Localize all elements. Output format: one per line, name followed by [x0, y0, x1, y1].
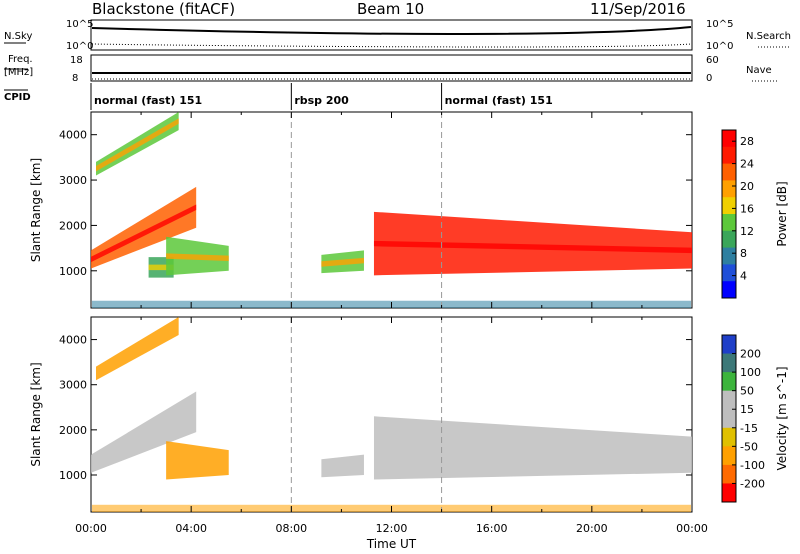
nsky-label: N.Sky — [4, 31, 32, 42]
freq-panel — [90, 54, 693, 82]
colorbar-swatch — [722, 264, 736, 282]
freq-tick-bottom: 8 — [72, 73, 78, 84]
velocity-colorbar: 200 100 50 15 -15 -50 -100 -200 Velocity [m s^-1… — [721, 334, 789, 503]
data-region-core — [321, 257, 364, 267]
cpid-segment-label: normal (fast) 151 — [445, 94, 553, 107]
nave-label: Nave — [746, 65, 772, 76]
colorbar-tick-label: 200 — [740, 348, 761, 361]
nsearch-label: N.Search — [746, 31, 791, 42]
data-region — [91, 391, 197, 473]
nsky-tick-bottom: 10^0 — [66, 41, 93, 52]
colorbar-tick-label: 20 — [740, 180, 754, 193]
data-region — [96, 317, 179, 381]
y-tick-label: 1000 — [59, 265, 87, 278]
colorbar-swatch — [722, 446, 736, 466]
cpid-segment-label: rbsp 200 — [294, 94, 349, 107]
y-tick-label: 4000 — [59, 129, 87, 142]
colorbar-swatch — [722, 130, 736, 148]
nsearch-tick-bottom: 10^0 — [706, 41, 733, 52]
colorbar-label: Power [dB] — [775, 181, 789, 246]
data-region — [166, 441, 229, 480]
freq-tick-top: 18 — [70, 55, 83, 66]
colorbar-tick-label: -200 — [740, 477, 765, 490]
cpid-segment-label: normal (fast) 151 — [94, 94, 202, 107]
colorbar-swatch — [722, 197, 736, 215]
nsearch-trace — [91, 43, 692, 48]
date-title: 11/Sep/2016 — [590, 0, 686, 18]
station-title: Blackstone (fitACF) — [92, 0, 235, 18]
colorbar-tick-label: 16 — [740, 202, 754, 215]
colorbar-swatch — [722, 372, 736, 392]
y-tick-label: 3000 — [59, 174, 87, 187]
colorbar-tick-label: 50 — [740, 385, 754, 398]
colorbar-swatch — [722, 409, 736, 429]
data-region-core — [96, 118, 179, 172]
data-region — [373, 211, 692, 276]
power-panel: 1000 2000 3000 4000 Slant Range [km] — [29, 111, 693, 309]
colorbar-swatch — [722, 247, 736, 265]
time-axis: 00:00 04:00 08:00 12:00 16:00 20:00 00:00 Time … — [75, 522, 708, 551]
freq-label-1: Freq. — [8, 54, 33, 65]
nsky-tick-top: 10^5 — [66, 19, 93, 30]
y-axis-label: Slant Range [km] — [29, 362, 43, 466]
x-tick-label: 20:00 — [576, 522, 608, 535]
colorbar-tick-label: 15 — [740, 403, 754, 416]
nave-tick-top: 60 — [706, 55, 719, 66]
cpid-bar: normal (fast) 151 rbsp 200 normal (fast) 1… — [90, 83, 553, 110]
x-axis-label: Time UT — [366, 537, 417, 551]
noise-panel — [90, 19, 693, 51]
colorbar-swatch — [722, 390, 736, 410]
cpid-label: CPID — [4, 92, 31, 103]
colorbar-swatch — [722, 230, 736, 249]
colorbar-tick-label: 28 — [740, 135, 754, 148]
nave-tick-bottom: 0 — [706, 73, 712, 84]
colorbar-swatch — [722, 180, 736, 198]
data-region-core — [373, 240, 692, 254]
colorbar-swatch — [722, 464, 736, 484]
data-region-core — [91, 204, 197, 263]
nsearch-tick-top: 10^5 — [706, 19, 733, 30]
colorbar-tick-label: 8 — [740, 247, 747, 260]
x-tick-label: 04:00 — [175, 522, 207, 535]
colorbar-tick-label: 24 — [740, 158, 754, 171]
x-tick-label: 00:00 — [75, 522, 107, 535]
colorbar-swatch — [722, 146, 736, 165]
colorbar-tick-label: -100 — [740, 459, 765, 472]
x-tick-label: 16:00 — [476, 522, 508, 535]
colorbar-swatch — [722, 427, 736, 447]
beam-title: Beam 10 — [357, 0, 424, 18]
colorbar-swatch — [722, 483, 736, 503]
freq-label-2: [MHz] — [4, 67, 33, 78]
colorbar-tick-label: -50 — [740, 440, 758, 453]
colorbar-tick-label: 12 — [740, 225, 754, 238]
y-tick-label: 4000 — [59, 334, 87, 347]
y-axis-label: Slant Range [km] — [29, 158, 43, 262]
y-tick-label: 3000 — [59, 379, 87, 392]
colorbar-swatch — [722, 335, 736, 355]
x-tick-label: 08:00 — [275, 522, 307, 535]
x-tick-label: 00:00 — [676, 522, 708, 535]
colorbar-swatch — [722, 163, 736, 181]
colorbar-tick-label: 4 — [740, 270, 747, 283]
data-region — [373, 416, 692, 480]
colorbar-swatch — [722, 214, 736, 232]
data-region-core — [166, 253, 229, 262]
colorbar-swatch — [722, 353, 736, 373]
data-region — [321, 454, 364, 478]
colorbar-frame — [721, 129, 737, 299]
y-tick-label: 2000 — [59, 219, 87, 232]
nsky-trace — [91, 26, 692, 36]
power-colorbar: 4 8 12 16 20 24 28 Power [dB] — [721, 129, 789, 299]
x-tick-label: 12:00 — [376, 522, 408, 535]
colorbar-label: Velocity [m s^-1] — [775, 366, 789, 470]
y-tick-label: 2000 — [59, 424, 87, 437]
colorbar-frame — [721, 334, 737, 503]
y-tick-label: 1000 — [59, 469, 87, 482]
colorbar-tick-label: 100 — [740, 366, 761, 379]
velocity-panel: 1000 2000 3000 4000 Slant Range [km] — [29, 316, 693, 513]
colorbar-tick-label: -15 — [740, 422, 758, 435]
colorbar-swatch — [722, 281, 736, 299]
